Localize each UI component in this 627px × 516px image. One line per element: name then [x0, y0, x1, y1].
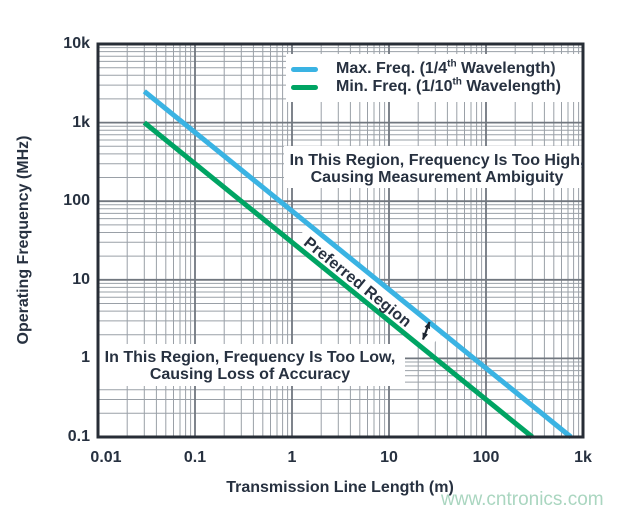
too-high-text-mask — [284, 146, 582, 188]
legend-swatch-max-freq-icon — [291, 66, 318, 72]
annotation-too-high-line1: In This Region, Frequency Is Too High, — [289, 152, 585, 169]
y-tick-label: 100 — [63, 192, 90, 210]
preferred-region-width-arrow — [421, 321, 431, 340]
x-tick-label: 100 — [472, 449, 500, 466]
legend-label-max-freq: Max. Freq. (1/4th Wavelength) — [336, 58, 556, 78]
legend: Max. Freq. (1/4th Wavelength) Min. Freq.… — [291, 58, 561, 96]
legend-label-superscript: th — [452, 76, 462, 88]
legend-label-part: Max. Freq. (1/4 — [336, 60, 448, 77]
annotation-too-low-line1: In This Region, Frequency Is Too Low, — [104, 349, 396, 366]
annotation-too-low: In This Region, Frequency Is Too Low, Ca… — [95, 349, 405, 383]
y-tick-label: 1 — [81, 349, 90, 367]
legend-mask — [286, 54, 582, 102]
y-tick-label: 1k — [72, 113, 90, 131]
plot-border — [96, 42, 585, 439]
y-axis-title: Operating Frequency (MHz) — [15, 135, 32, 345]
annotation-too-high: In This Region, Frequency Is Too High, C… — [284, 152, 590, 186]
legend-label-superscript: th — [447, 58, 457, 70]
legend-label-part: Min. Freq. (1/10 — [336, 78, 453, 95]
series-line-0 — [142, 89, 573, 439]
annotation-too-low-line2: Causing Loss of Accuracy — [149, 366, 351, 383]
legend-item-max-freq: Max. Freq. (1/4th Wavelength) — [291, 58, 561, 78]
y-tick-label: 10k — [63, 35, 90, 52]
legend-item-min-freq: Min. Freq. (1/10th Wavelength) — [291, 76, 561, 96]
preferred-region-band-mask — [293, 224, 443, 352]
x-tick-label: 0.1 — [183, 449, 207, 466]
annotation-too-high-line2: Causing Measurement Ambiguity — [310, 169, 564, 186]
watermark: www.cntronics.com — [441, 489, 604, 510]
y-tick-label: 10 — [72, 270, 90, 288]
too-low-text-mask — [99, 344, 405, 386]
legend-swatch-min-freq-icon — [291, 84, 318, 90]
x-tick-label: 10 — [380, 449, 398, 466]
legend-label-part: Wavelength) — [461, 78, 561, 95]
legend-label-part: Wavelength) — [456, 60, 556, 77]
series-line-1 — [142, 120, 534, 439]
legend-label-min-freq: Min. Freq. (1/10th Wavelength) — [336, 76, 561, 96]
x-tick-label: 1k — [574, 449, 592, 466]
x-tick-label: 0.01 — [90, 449, 122, 466]
y-tick-label: 0.1 — [67, 428, 90, 445]
x-axis-title: Transmission Line Length (m) — [226, 479, 454, 496]
x-tick-label: 1 — [287, 449, 297, 466]
